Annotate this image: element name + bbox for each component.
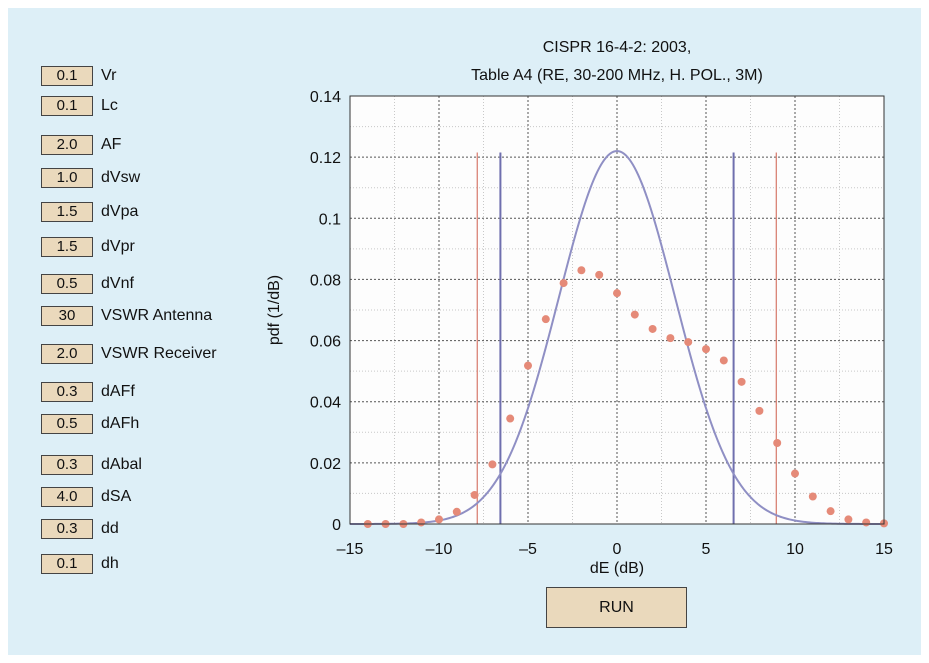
y-tick-label: 0 [332, 517, 341, 534]
x-tick-label: 15 [875, 541, 893, 558]
param-row-dd: 0.3 dd [41, 518, 119, 540]
y-tick-label: 0.1 [319, 211, 341, 228]
dafh-label: dAFh [101, 415, 140, 432]
data-point [755, 406, 764, 415]
data-point [541, 315, 550, 324]
param-row-dvsw: 1.0 dVsw [41, 167, 140, 189]
chart-subtitle: Table A4 (RE, 30-200 MHz, H. POL., 3M) [471, 67, 763, 84]
dh-label: dh [101, 555, 119, 572]
param-row-af: 2.0 AF [41, 134, 121, 156]
data-point [506, 414, 515, 423]
dsa-label: dSA [101, 488, 132, 505]
dvsw-label: dVsw [101, 169, 141, 186]
vswr-receiver-label: VSWR Receiver [101, 345, 217, 362]
limit-lines [476, 152, 777, 524]
dabal-value-field[interactable]: 0.3 [41, 455, 93, 475]
y-tick-label: 0.06 [310, 334, 341, 351]
dvpa-value-field[interactable]: 1.5 [41, 202, 93, 222]
data-point [737, 377, 746, 386]
dvpr-value-field[interactable]: 1.5 [41, 237, 93, 257]
data-point [577, 266, 586, 275]
y-tick-label: 0.14 [310, 89, 341, 106]
dd-label: dd [101, 520, 119, 537]
dvnf-value-field[interactable]: 0.5 [41, 274, 93, 294]
param-row-dvpr: 1.5 dVpr [41, 236, 135, 258]
param-row-dsa: 4.0 dSA [41, 486, 131, 508]
y-axis-label: pdf (1/dB) [266, 275, 283, 345]
dabal-label: dAbal [101, 456, 142, 473]
x-tick-label: 0 [613, 541, 622, 558]
param-row-lc: 0.1 Lc [41, 95, 118, 117]
dd-value-field[interactable]: 0.3 [41, 519, 93, 539]
param-row-vswr-receiver: 2.0 VSWR Receiver [41, 343, 217, 365]
data-points [363, 266, 888, 528]
y-tick-label: 0.08 [310, 272, 341, 289]
dh-value-field[interactable]: 0.1 [41, 554, 93, 574]
af-value-field[interactable]: 2.0 [41, 135, 93, 155]
x-tick-label: –15 [337, 541, 364, 558]
dafh-value-field[interactable]: 0.5 [41, 414, 93, 434]
af-label: AF [101, 136, 122, 153]
plot-frame [349, 95, 885, 525]
param-row-dafh: 0.5 dAFh [41, 413, 139, 435]
lc-label: Lc [101, 97, 118, 114]
param-row-dabal: 0.3 dAbal [41, 454, 142, 476]
y-tick-label: 0.04 [310, 395, 341, 412]
vswr-receiver-value-field[interactable]: 2.0 [41, 344, 93, 364]
data-point [488, 460, 497, 469]
axis-ticks: –15 –10 –5 0 5 10 15 0 0.02 0.04 0.06 0.08 0.1 0.12 0.… [310, 89, 893, 558]
data-point [435, 515, 443, 524]
data-point [808, 492, 817, 501]
param-row-dvnf: 0.5 dVnf [41, 273, 134, 295]
data-point [666, 334, 675, 343]
param-row-dh: 0.1 dh [41, 553, 119, 575]
daff-value-field[interactable]: 0.3 [41, 382, 93, 402]
param-row-vr: 0.1 Vr [41, 65, 116, 87]
dvpr-label: dVpr [101, 238, 135, 255]
data-point [452, 507, 461, 516]
x-tick-label: –10 [426, 541, 453, 558]
x-axis-label: dE (dB) [590, 560, 644, 577]
data-point [648, 324, 657, 333]
chart-title: CISPR 16-4-2: 2003, [543, 39, 692, 56]
data-point [844, 515, 853, 524]
data-point [470, 490, 479, 499]
run-button[interactable]: RUN [546, 587, 687, 628]
vswr-antenna-label: VSWR Antenna [101, 307, 213, 324]
x-tick-label: 10 [786, 541, 804, 558]
vr-label: Vr [101, 67, 117, 84]
data-point [613, 289, 621, 298]
x-tick-label: 5 [702, 541, 711, 558]
y-tick-label: 0.02 [310, 456, 341, 473]
dvsw-value-field[interactable]: 1.0 [41, 168, 93, 188]
param-row-vswr-antenna: 30 VSWR Antenna [41, 305, 212, 327]
y-tick-label: 0.12 [310, 150, 341, 167]
vswr-antenna-value-field[interactable]: 30 [41, 306, 93, 326]
dvpa-label: dVpa [101, 203, 139, 220]
data-point [702, 345, 710, 354]
data-point [524, 361, 532, 370]
dsa-value-field[interactable]: 4.0 [41, 487, 93, 507]
x-tick-label: –5 [519, 541, 537, 558]
data-point [684, 338, 693, 347]
data-point [826, 507, 835, 516]
dvnf-label: dVnf [101, 275, 134, 292]
data-point [719, 356, 728, 365]
data-point [791, 469, 799, 478]
data-point [773, 438, 782, 447]
grid-lines [350, 96, 884, 524]
data-point [595, 270, 604, 279]
lc-value-field[interactable]: 0.1 [41, 96, 93, 116]
data-point [559, 279, 568, 288]
data-point [417, 518, 426, 527]
data-point [862, 518, 871, 527]
param-row-dvpa: 1.5 dVpa [41, 201, 138, 223]
data-point [630, 310, 639, 319]
param-row-daff: 0.3 dAFf [41, 381, 135, 403]
daff-label: dAFf [101, 383, 135, 400]
vr-value-field[interactable]: 0.1 [41, 66, 93, 86]
